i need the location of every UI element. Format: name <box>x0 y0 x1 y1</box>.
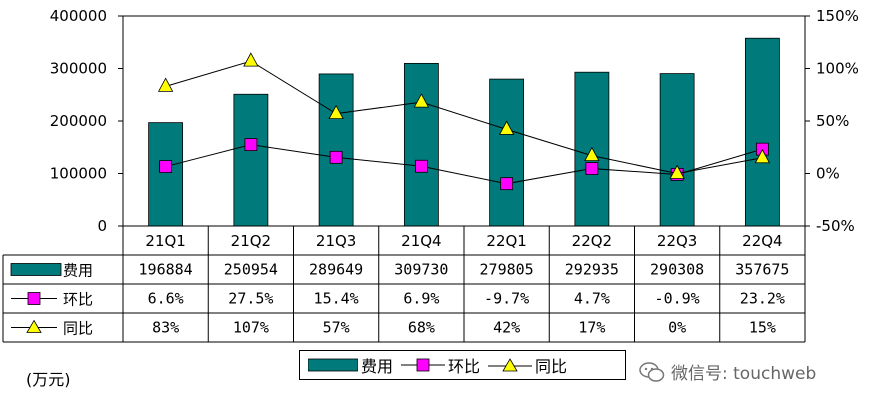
legend-mom-swatch <box>401 358 446 372</box>
legend-item-bar: 费用 <box>308 353 393 377</box>
right-axis-tick-label: 0% <box>816 165 840 183</box>
legend-label-bar: 费用 <box>361 357 394 376</box>
category-label: 21Q1 <box>145 232 185 250</box>
table-bar-swatch <box>10 263 62 276</box>
mom-point <box>329 150 343 164</box>
mom-point <box>500 177 514 191</box>
table-cell: 57% <box>323 319 350 337</box>
bar <box>148 122 184 227</box>
legend-item-mom: 环比 <box>401 353 480 377</box>
left-axis-tick-label: 100000 <box>50 165 107 183</box>
left-axis-tick-label: 400000 <box>50 7 107 25</box>
category-label: 21Q3 <box>316 232 356 250</box>
unit-label: (万元) <box>26 370 71 389</box>
table-cell: 15% <box>749 319 776 337</box>
bar <box>233 93 269 227</box>
watermark: 微信号: touchweb <box>639 359 816 384</box>
yoy-point <box>754 148 771 164</box>
category-label: 22Q1 <box>486 232 526 250</box>
table-cell: 6.6% <box>148 290 184 308</box>
yoy-point <box>498 120 515 135</box>
left-axis-tick-label: 300000 <box>50 60 107 78</box>
table-cell: 290308 <box>650 261 704 279</box>
table-cell: 4.7% <box>574 290 610 308</box>
table-yoy-swatch <box>26 319 42 333</box>
plot-frame <box>122 15 806 227</box>
table-cell: 279805 <box>480 261 534 279</box>
mom-point <box>244 138 258 152</box>
bar <box>318 73 354 227</box>
yoy-point <box>584 146 600 162</box>
table-cell: 15.4% <box>314 290 359 308</box>
watermark-text: 微信号: touchweb <box>671 364 817 384</box>
mom-point <box>159 160 173 173</box>
table-cell: 292935 <box>565 261 619 279</box>
legend-label-mom: 环比 <box>448 357 481 376</box>
mom-line <box>165 144 763 185</box>
legend-bar-swatch <box>308 358 358 372</box>
yoy-point <box>413 93 430 108</box>
right-axis-tick-label: 150% <box>816 7 859 25</box>
table-cell: -9.7% <box>484 290 529 308</box>
bar <box>659 73 695 227</box>
table-cell: 68% <box>408 319 435 337</box>
table-cell: -0.9% <box>655 290 700 308</box>
table-cell: 27.5% <box>228 290 273 308</box>
yoy-line <box>165 60 763 175</box>
right-axis-tick-label: -50% <box>816 217 855 235</box>
bar <box>744 37 780 227</box>
category-label: 22Q2 <box>572 232 612 250</box>
legend-item-yoy: 同比 <box>488 353 567 377</box>
mom-point <box>585 162 599 175</box>
legend-label-yoy: 同比 <box>535 357 568 376</box>
table-cell: 83% <box>152 319 179 337</box>
table-cell: 17% <box>578 319 605 337</box>
legend: 费用 环比 同比 <box>299 350 626 380</box>
table-cell: 0% <box>668 319 686 337</box>
category-label: 21Q2 <box>231 232 271 250</box>
table-cell: 289649 <box>309 261 363 279</box>
legend-yoy-swatch <box>488 358 533 372</box>
table-cell: 6.9% <box>403 290 439 308</box>
category-label: 22Q3 <box>657 232 697 250</box>
mom-point <box>414 159 428 173</box>
right-axis-tick-label: 50% <box>816 112 849 130</box>
table-cell: 42% <box>493 319 520 337</box>
wechat-icon <box>639 361 665 382</box>
table-cell: 250954 <box>224 261 278 279</box>
table-row-label: 费用 <box>63 262 93 280</box>
bar <box>403 62 439 227</box>
table-cell: 196884 <box>139 261 193 279</box>
table-mom-swatch <box>27 292 41 305</box>
table-row-label: 同比 <box>63 320 93 338</box>
table-cell: 309730 <box>394 261 448 279</box>
left-axis-tick-label: 200000 <box>50 112 107 130</box>
yoy-point <box>243 52 259 67</box>
category-label: 21Q4 <box>401 232 441 250</box>
table-row-label: 环比 <box>63 291 93 309</box>
table-cell: 23.2% <box>740 290 785 308</box>
left-axis-tick-label: 0 <box>97 217 107 235</box>
yoy-point <box>157 77 174 92</box>
bar <box>489 78 525 227</box>
yoy-point <box>669 164 685 179</box>
table-cell: 357675 <box>735 261 789 279</box>
right-axis-tick-label: 100% <box>816 60 859 78</box>
table-cell: 107% <box>233 319 269 337</box>
category-label: 22Q4 <box>742 232 782 250</box>
yoy-point <box>328 104 344 120</box>
